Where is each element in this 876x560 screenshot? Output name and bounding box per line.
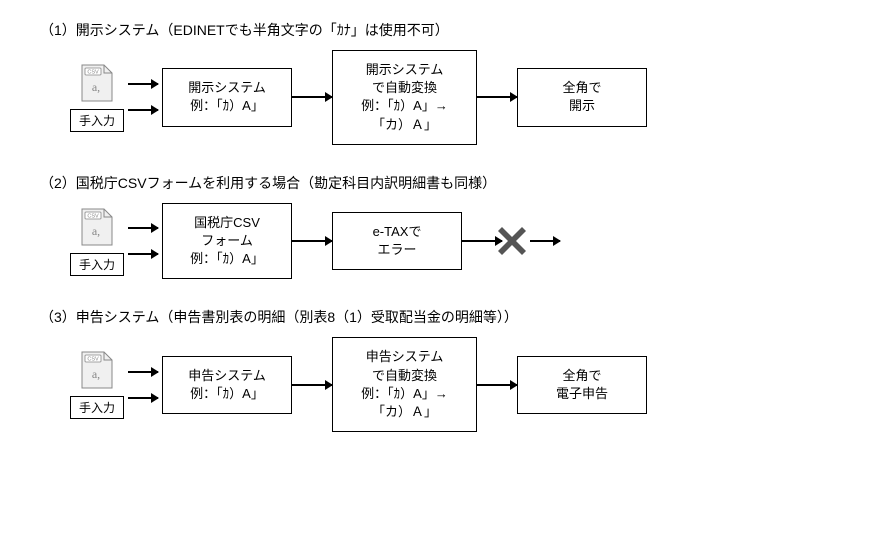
csv-file-icon: CSV a, (80, 63, 114, 103)
input-arrows (128, 371, 158, 399)
svg-text:a,: a, (92, 80, 100, 94)
svg-text:CSV: CSV (87, 213, 99, 219)
input-arrows (128, 83, 158, 111)
arrow-icon (462, 240, 502, 242)
arrow-icon (128, 397, 158, 399)
flow-node: 申告システム 例：「ｶ）A」 (162, 356, 292, 414)
flow-node: 開示システム 例：「ｶ）A」 (162, 68, 292, 126)
input-sources: CSV a, 手入力 (70, 207, 124, 276)
flow-row: CSV a, 手入力開示システム 例：「ｶ）A」開示システム で自動変換 例：「… (40, 50, 836, 145)
flow-node: 申告システム で自動変換 例：「ｶ）A」→ 「カ）Ａ」 (332, 337, 477, 432)
section-2: （2）国税庁CSVフォームを利用する場合（勘定科目内訳明細書も同様） CSV a… (40, 173, 836, 280)
flow-node: 開示システム で自動変換 例：「ｶ）A」→ 「カ）Ａ」 (332, 50, 477, 145)
arrow-icon (128, 83, 158, 85)
csv-file-icon: CSV a, (80, 350, 114, 390)
csv-file-icon: CSV a, (80, 207, 114, 247)
section-title: （3）申告システム（申告書別表の明細（別表8（1）受取配当金の明細等）） (40, 307, 836, 327)
arrow-icon (128, 227, 158, 229)
manual-input-box: 手入力 (70, 253, 124, 276)
arrow-icon (128, 371, 158, 373)
csv-file-icon: CSV a, (80, 63, 114, 103)
manual-input-box: 手入力 (70, 396, 124, 419)
svg-text:CSV: CSV (87, 357, 99, 363)
arrow-icon (292, 96, 332, 98)
section-title: （1）開示システム（EDINETでも半角文字の「ｶﾅ」は使用不可） (40, 20, 836, 40)
csv-file-icon: CSV a, (80, 350, 114, 390)
arrow-icon (477, 96, 517, 98)
input-arrows (128, 227, 158, 255)
manual-input-box: 手入力 (70, 109, 124, 132)
svg-text:a,: a, (92, 224, 100, 238)
csv-file-icon: CSV a, (80, 207, 114, 247)
arrow-icon (128, 253, 158, 255)
flow-node: 国税庁CSV フォーム 例：「ｶ）A」 (162, 203, 292, 280)
arrow-icon (292, 384, 332, 386)
section-3: （3）申告システム（申告書別表の明細（別表8（1）受取配当金の明細等）） CSV… (40, 307, 836, 432)
arrow-icon (292, 240, 332, 242)
flow-row: CSV a, 手入力申告システム 例：「ｶ）A」申告システム で自動変換 例：「… (40, 337, 836, 432)
flow-node: 全角で 開示 (517, 68, 647, 126)
flow-row: CSV a, 手入力国税庁CSV フォーム 例：「ｶ）A」e-TAXで エラー (40, 203, 836, 280)
arrow-icon (477, 384, 517, 386)
flow-node: e-TAXで エラー (332, 212, 462, 270)
arrow-icon (128, 109, 158, 111)
section-1: （1）開示システム（EDINETでも半角文字の「ｶﾅ」は使用不可） CSV a,… (40, 20, 836, 145)
arrow-icon (530, 240, 560, 242)
section-title: （2）国税庁CSVフォームを利用する場合（勘定科目内訳明細書も同様） (40, 173, 836, 193)
svg-text:CSV: CSV (87, 69, 99, 75)
input-sources: CSV a, 手入力 (70, 350, 124, 419)
input-sources: CSV a, 手入力 (70, 63, 124, 132)
svg-text:a,: a, (92, 367, 100, 381)
flow-node: 全角で 電子申告 (517, 356, 647, 414)
